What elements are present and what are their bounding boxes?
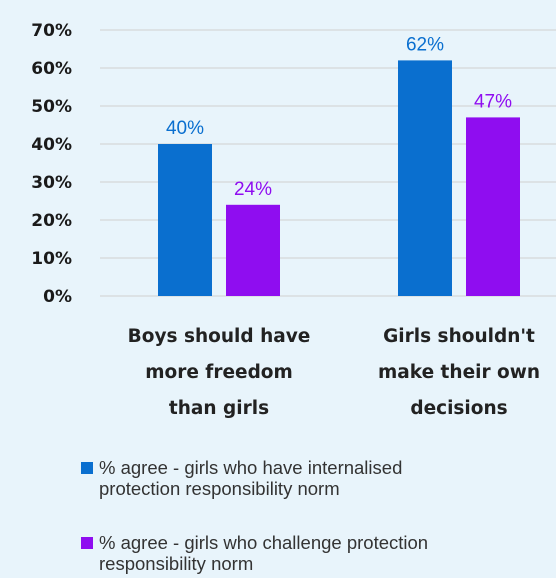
data-label: 40% — [166, 118, 204, 139]
y-tick-label: 60% — [31, 59, 72, 79]
legend-swatch-purple — [81, 537, 93, 549]
legend-label-line: responsibility norm — [99, 553, 253, 574]
legend-swatch-blue — [81, 462, 93, 474]
bar — [398, 60, 452, 296]
y-tick-label: 50% — [31, 97, 72, 117]
legend-2: % agree - girls who challenge protection… — [81, 532, 551, 574]
legend-item-internalised: % agree - girls who have internalised pr… — [81, 457, 551, 499]
bar — [466, 117, 520, 296]
legend-label-internalised: % agree - girls who have internalised pr… — [99, 457, 402, 499]
category-label: make their own — [378, 362, 540, 383]
data-label: 24% — [234, 179, 272, 200]
category-label: decisions — [410, 398, 507, 419]
legend-label-line: protection responsibility norm — [99, 478, 340, 499]
legend: % agree - girls who have internalised pr… — [81, 457, 551, 499]
legend-label-line: % agree - girls who challenge protection — [99, 532, 428, 553]
y-tick-label: 70% — [31, 21, 72, 41]
category-label: than girls — [169, 398, 269, 419]
data-label: 47% — [474, 91, 512, 112]
y-tick-label: 30% — [31, 173, 72, 193]
data-label: 62% — [406, 34, 444, 55]
legend-label-challenge: % agree - girls who challenge protection… — [99, 532, 428, 574]
category-label: more freedom — [145, 362, 293, 383]
y-tick-label: 10% — [31, 249, 72, 269]
bar-chart: 0% 10% 20% 30% 40% 50% 60% 70% 40% 62% 24% 47% Boys … — [0, 0, 556, 420]
bar — [158, 144, 212, 296]
y-tick-label: 0% — [43, 287, 72, 307]
bar — [226, 205, 280, 296]
y-tick-label: 40% — [31, 135, 72, 155]
category-label: Boys should have — [128, 326, 311, 347]
legend-label-line: % agree - girls who have internalised — [99, 457, 402, 478]
legend-item-challenge: % agree - girls who challenge protection… — [81, 532, 551, 574]
category-label: Girls shouldn't — [383, 326, 535, 347]
y-tick-label: 20% — [31, 211, 72, 231]
